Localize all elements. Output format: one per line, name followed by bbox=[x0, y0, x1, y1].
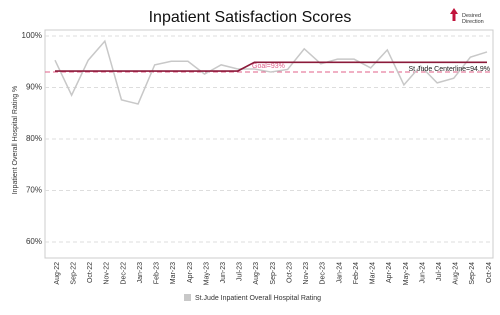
x-tick-label: Sep-22 bbox=[70, 262, 77, 285]
x-tick-label: Mar-24 bbox=[370, 262, 377, 284]
y-tick-label: 90% bbox=[26, 83, 42, 92]
x-tick-label: Jul-23 bbox=[237, 262, 244, 281]
x-tick-label: Sep-24 bbox=[469, 262, 476, 285]
x-tick-label: Apr-24 bbox=[386, 262, 393, 283]
x-tick-label: Apr-23 bbox=[187, 262, 194, 283]
centerline-label: St Jude Centerline=94.9% bbox=[408, 66, 490, 73]
x-tick-label: Aug-24 bbox=[453, 262, 460, 285]
x-tick-label: Mar-23 bbox=[170, 262, 177, 284]
x-tick-label: Feb-23 bbox=[154, 262, 161, 284]
y-tick-label: 70% bbox=[26, 186, 42, 195]
desired-direction: Desired Direction bbox=[462, 13, 484, 25]
y-tick-label: 60% bbox=[26, 237, 42, 246]
chart-title: Inpatient Satisfaction Scores bbox=[149, 9, 352, 26]
direction-arrow bbox=[450, 8, 458, 21]
x-tick-label: May-23 bbox=[203, 262, 210, 285]
y-tick-label: 80% bbox=[26, 134, 42, 143]
x-tick-label: Jan-23 bbox=[137, 262, 144, 284]
x-tick-label: Aug-22 bbox=[54, 262, 61, 285]
goal-label: Goal=93% bbox=[252, 63, 285, 70]
series-line bbox=[54, 39, 488, 105]
x-tick-label: Jun-23 bbox=[220, 262, 227, 284]
x-tick-label: Oct-23 bbox=[286, 262, 293, 283]
y-axis-label: Inpatient Overall Hospital Rating % bbox=[12, 86, 19, 195]
x-tick-label: Aug-23 bbox=[253, 262, 260, 285]
legend-label: St.Jude Inpatient Overall Hospital Ratin… bbox=[195, 295, 321, 302]
plot-frame bbox=[44, 29, 494, 259]
x-tick-label: Jul-24 bbox=[436, 262, 443, 281]
x-tick-label: Sep-23 bbox=[270, 262, 277, 285]
legend-swatch bbox=[184, 294, 191, 301]
x-tick-label: Jan-24 bbox=[336, 262, 343, 284]
x-tick-label: Dec-23 bbox=[320, 262, 327, 285]
x-tick-label: Dec-22 bbox=[120, 262, 127, 285]
x-tick-label: Feb-24 bbox=[353, 262, 360, 284]
x-tick-label: Jun-24 bbox=[419, 262, 426, 284]
x-tick-label: May-24 bbox=[403, 262, 410, 285]
y-tick-label: 100% bbox=[22, 31, 42, 40]
x-tick-label: Oct-24 bbox=[486, 262, 493, 283]
x-tick-label: Nov-22 bbox=[104, 262, 111, 285]
x-tick-label: Nov-23 bbox=[303, 262, 310, 285]
x-tick-label: Oct-22 bbox=[87, 262, 94, 283]
centerline bbox=[55, 61, 487, 72]
